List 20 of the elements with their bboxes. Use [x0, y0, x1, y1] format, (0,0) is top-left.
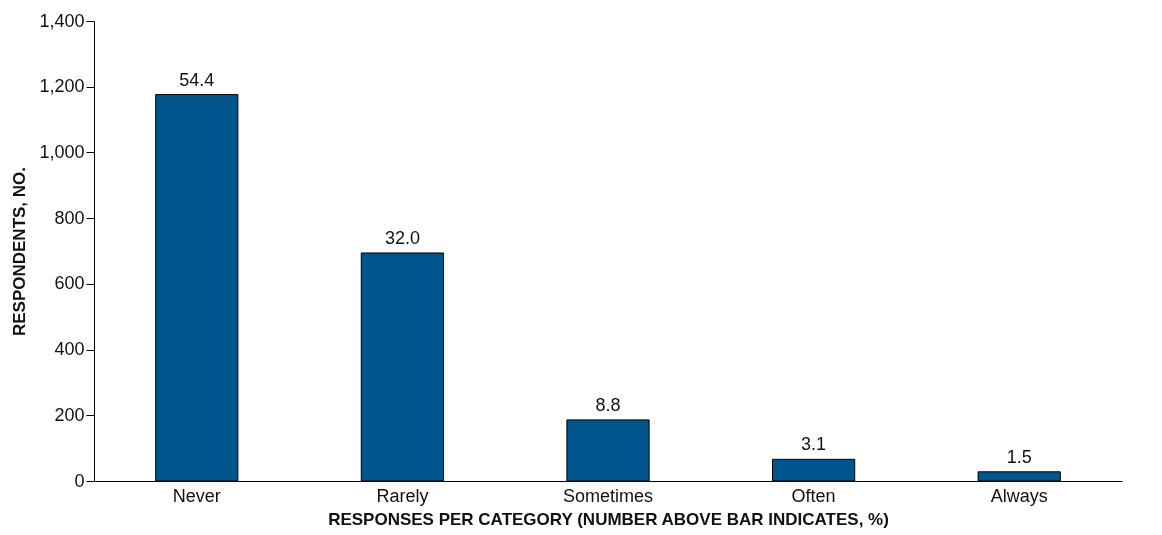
x-tick-label: Never [172, 485, 221, 506]
annotation: 32.0 [384, 227, 420, 248]
annotation: 3.1 [801, 434, 827, 455]
y-tick-label: 0 [74, 470, 85, 491]
x-tick-label: Always [990, 485, 1048, 506]
y-tick-label: 800 [54, 207, 85, 228]
y-axis-title: RESPONDENTS, NO. [10, 166, 30, 337]
x-tick-label: Rarely [376, 485, 429, 506]
annotation: 54.4 [179, 69, 215, 90]
y-tick-label: 200 [54, 404, 85, 425]
x-tick-label: Sometimes [562, 485, 654, 506]
x-tick-label: Often [791, 485, 836, 506]
y-tick-label: 1,200 [39, 76, 85, 97]
y-tick-label: 400 [54, 339, 85, 360]
annotation: 1.5 [1006, 446, 1032, 467]
x-axis-title: RESPONSES PER CATEGORY (NUMBER ABOVE BAR INDICATES, %) [328, 509, 889, 529]
annotation: 8.8 [595, 394, 621, 415]
y-tick-label: 1,000 [39, 141, 85, 162]
y-tick-label: 600 [54, 273, 85, 294]
y-tick-label: 1,400 [39, 10, 85, 31]
